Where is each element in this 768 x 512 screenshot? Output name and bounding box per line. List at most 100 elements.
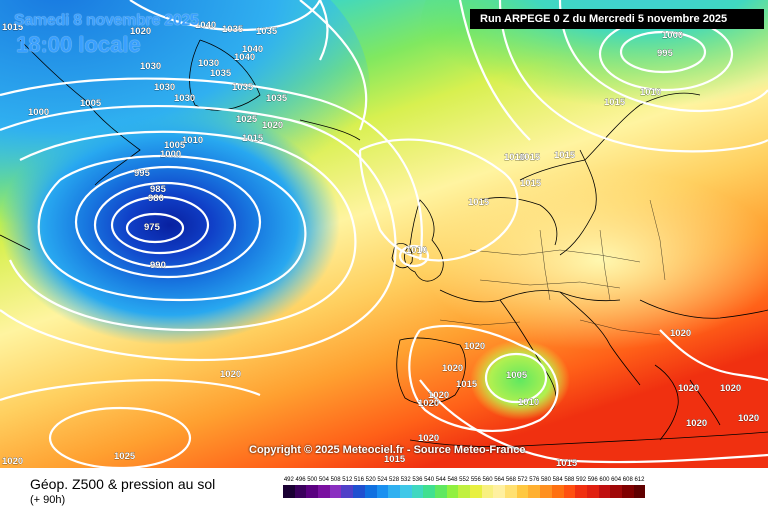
scale-label: 568 [505,477,516,483]
scale-label: 532 [400,477,411,483]
isobar-label: 1025 [114,451,136,462]
isobar-label: 1015 [384,454,406,465]
scale-label: 500 [307,477,318,483]
scale-label: 528 [389,477,400,483]
copyright-text: Copyright © 2025 Meteociel.fr - Source M… [249,444,526,456]
scale-swatch [341,485,354,498]
isobar-label: 995 [134,168,151,179]
isobar-label: 1020 [418,433,439,444]
isobar-label: 1005 [506,370,528,381]
isobar-label: 1020 [2,456,23,467]
isobar-label: 1000 [662,30,683,41]
scale-swatch [446,485,459,498]
scale-swatch [598,485,611,498]
scale-label: 600 [599,477,610,483]
scale-swatch [528,485,541,498]
scale-swatch [306,485,319,498]
scale-swatch [283,485,295,498]
scale-label: 556 [470,477,481,483]
isobar-label: 1040 [195,20,216,31]
scale-swatch [318,485,330,498]
scale-swatch [633,485,646,498]
isobar-label: 1030 [140,61,161,72]
isobar-label: 1035 [222,24,244,35]
scale-swatch [575,485,587,498]
isobar-label: 1010 [518,397,539,408]
isobar-label: 1030 [198,58,219,69]
scale-label: 576 [529,477,540,483]
isobar-label: 1020 [686,418,707,429]
scale-label: 492 [283,477,294,483]
isobar-label: 975 [144,222,161,233]
scale-label: 520 [365,477,376,483]
color-scale: 492 496 500 504 508 512 516 520 524 528 532 536 540 5… [283,477,646,498]
scale-swatch [563,485,576,498]
scale-swatch [399,485,412,498]
isobar-label: 1040 [242,44,263,55]
scale-label: 596 [587,477,598,483]
isobar-label: 1015 [456,379,478,390]
isobar-label: 1020 [678,383,699,394]
color-scale-labels: 492 496 500 504 508 512 516 520 524 528 532 536 540 5… [283,477,645,483]
isobar-label: 1020 [130,26,151,37]
scale-swatch [364,485,377,498]
isobar-label: 1035 [256,26,278,37]
scale-swatch [434,485,447,498]
scale-label: 544 [435,477,446,483]
isobar-label: 995 [657,48,674,59]
isobar-label: 1025 [236,114,258,125]
isobar-label: 1000 [28,107,49,118]
isobar-label: 1020 [670,328,691,339]
scale-label: 552 [459,477,470,483]
scale-swatch [540,485,552,498]
scale-label: 512 [342,477,353,483]
isobar-label: 1020 [220,369,241,380]
isobar-label: 1015 [2,22,24,33]
color-scale-swatches [283,485,646,498]
scale-label: 540 [424,477,435,483]
isobar-label: 1010 [406,245,427,256]
scale-label: 580 [540,477,551,483]
scale-label: 508 [330,477,341,483]
isobar-label: 1020 [720,383,741,394]
isobar-label: 1035 [266,93,288,104]
isobar-label: 1010 [504,152,525,163]
forecast-date: Samedi 8 novembre 2025 [14,12,199,29]
scale-swatch [586,485,599,498]
scale-swatch [388,485,400,498]
legend-subtitle: (+ 90h) [30,494,66,506]
isobar-label: 1005 [80,98,102,109]
isobar-label: 1015 [468,197,490,208]
isobar-label: 1020 [738,413,759,424]
isobar-label: 980 [148,193,164,204]
isobar-label: 1005 [164,140,186,151]
scale-label: 536 [412,477,423,483]
scale-swatch [376,485,389,498]
scale-label: 612 [634,477,645,483]
legend-bar: Géop. Z500 & pression au sol (+ 90h) 492… [0,468,768,512]
isobar-label: 1015 [520,178,542,189]
scale-label: 584 [552,477,563,483]
isobar-label: 1020 [464,341,485,352]
scale-swatch [621,485,634,498]
isobar-label: 990 [150,260,166,271]
scale-label: 496 [295,477,306,483]
isobar-label: 1015 [556,458,578,468]
scale-swatch [470,485,482,498]
isobar-label: 1020 [262,120,283,131]
isobar-label: 1035 [232,82,254,93]
scale-swatch [610,485,622,498]
isobar-label: 1010 [182,135,203,146]
isobar-label: 1020 [428,390,449,401]
isobar-label: 1035 [210,68,232,79]
isobar-label: 985 [150,184,167,195]
scale-swatch [423,485,435,498]
forecast-time: 18:00 locale [16,32,141,57]
scale-label: 560 [482,477,493,483]
scale-swatch [551,485,564,498]
isobar-label: 1030 [154,82,175,93]
scale-label: 592 [576,477,587,483]
scale-swatch [411,485,424,498]
isobar-label: 1010 [640,87,661,98]
scale-swatch [481,485,494,498]
